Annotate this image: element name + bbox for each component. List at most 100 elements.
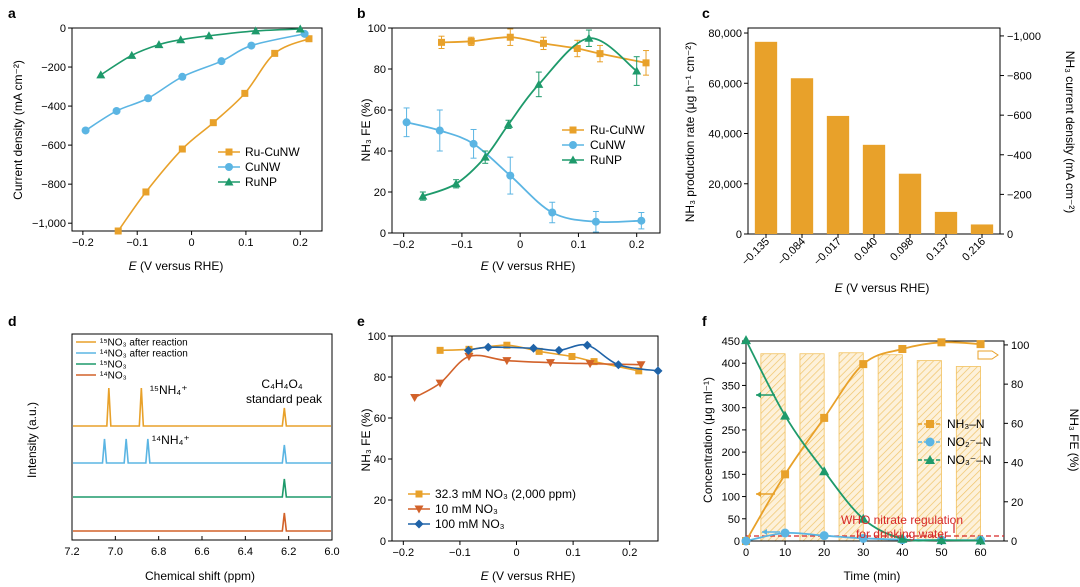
data-point-RuNP — [480, 152, 490, 161]
panel-d-xtick-label: 7.0 — [108, 546, 123, 558]
panel-c-ytick-label: 0 — [736, 229, 742, 241]
bar-−0.135 — [754, 41, 778, 234]
arrow-no2-to-left-axis-head — [762, 529, 767, 535]
legend-marker — [925, 455, 935, 464]
panel-e-frame — [391, 335, 659, 542]
legend-label: ¹⁴NO₃ after reaction — [100, 349, 188, 360]
legend-label: ¹⁵NO₃ after reaction — [100, 338, 188, 349]
data-point-NO₂⁻–N — [858, 533, 868, 543]
panel-f-ytick-label: 50 — [728, 514, 740, 526]
data-point-NO₂⁻–N — [780, 528, 790, 538]
panel-c-ylabel-right: NH₃ current density (mA cm⁻²) — [1063, 51, 1077, 214]
panel-f-xlabel: Time (min) — [844, 569, 901, 583]
panel-e-ytick-label: 20 — [374, 495, 386, 507]
data-point-CuNW — [144, 94, 153, 103]
panel-c-ytick-right-label: −400 — [1007, 150, 1032, 162]
panel-c-ytick-right-label: −800 — [1007, 71, 1032, 83]
panel-e-xtick-label: 0.1 — [565, 547, 580, 559]
data-point-CuNW — [637, 216, 646, 225]
panel-c-ytick-label: 80,000 — [708, 28, 742, 40]
panel-e-xtick-label: −0.1 — [449, 547, 471, 559]
panel-b-xtick-label: 0.2 — [629, 239, 644, 251]
panel-f-ytick-label: 350 — [722, 380, 740, 392]
legend-label: 100 mM NO₃ — [435, 517, 505, 531]
data-point-Ru-CuNW — [142, 188, 150, 196]
data-point-Ru-CuNW — [241, 89, 249, 97]
legend-marker — [225, 148, 233, 156]
data-point-32.3 mM NO₃ (2,000 ppm) — [503, 341, 511, 349]
data-point-CuNW — [591, 217, 600, 226]
data-point-CuNW — [548, 208, 557, 217]
panel-f-xtick-label: 50 — [935, 547, 947, 559]
panel-b-xtick-label: −0.1 — [451, 239, 473, 251]
panel-c-xtick-label: −0.135 — [740, 236, 772, 268]
panel-f-marks — [741, 335, 1004, 546]
data-point-CuNW — [112, 106, 121, 115]
nmr-trace-3 — [73, 478, 331, 498]
panel-f-ytick-label: 200 — [722, 447, 740, 459]
legend-label: RuNP — [590, 153, 622, 167]
panel-b-ytick-label: 20 — [374, 187, 386, 199]
data-point-Ru-CuNW — [271, 49, 279, 57]
panel-f-ytick-right-label: 100 — [1011, 340, 1029, 352]
panel-f-ytick-right-label: 0 — [1011, 536, 1017, 548]
fe-bar — [877, 354, 903, 542]
panel-c-ytick-label: 20,000 — [708, 179, 742, 191]
data-point-Ru-CuNW — [506, 33, 514, 41]
panel-d-xtick-label: 6.4 — [238, 546, 253, 558]
legend-marker — [414, 505, 424, 514]
panel-e-ytick-label: 0 — [380, 536, 386, 548]
data-point-NH₃–N — [937, 338, 946, 347]
panel-c-xtick-label: −0.084 — [776, 236, 808, 268]
panel-f-xtick-label: 60 — [974, 547, 986, 559]
legend-marker — [925, 437, 935, 447]
panel-f-xtick-label: 40 — [896, 547, 908, 559]
panel-e-ylabel: NH₃ FE (%) — [359, 409, 373, 472]
legend-label: Ru-CuNW — [245, 145, 300, 159]
nmr-trace-2 — [73, 438, 331, 464]
panel-f-ylabel-right: NH₃ FE (%) — [1067, 409, 1080, 472]
annotation-c4h4o4: C₄H₄O₄ — [261, 377, 302, 391]
panel-b-xtick-label: 0 — [517, 239, 523, 251]
series-line-RuNP — [422, 37, 638, 197]
panel-e-ytick-label: 40 — [374, 454, 386, 466]
panel-a-label: a — [8, 5, 16, 21]
data-point-100 mM NO₃ — [528, 343, 538, 353]
legend-label: ¹⁴NO₃ — [100, 371, 127, 382]
legend-label: CuNW — [245, 160, 281, 174]
data-point-100 mM NO₃ — [582, 340, 592, 350]
data-point-CuNW — [247, 41, 256, 50]
panel-d-ylabel: Intensity (a.u.) — [25, 402, 39, 478]
legend-label: NH₃–N — [947, 417, 985, 431]
data-point-Ru-CuNW — [467, 37, 475, 45]
data-point-CuNW — [402, 118, 411, 127]
panel-c-xlabel: E (V versus RHE) — [835, 281, 930, 295]
data-point-Ru-CuNW — [539, 39, 547, 47]
data-point-10 mM NO₃ — [464, 353, 474, 361]
legend-label: NO₃⁻–N — [947, 453, 992, 467]
panel-d-xtick-label: 6.8 — [151, 546, 166, 558]
data-point-RuNP — [632, 66, 642, 75]
annotation-standard-peak: standard peak — [246, 392, 323, 406]
data-point-NH₃–N — [820, 413, 829, 422]
panel-f-ytick-label: 300 — [722, 403, 740, 415]
panel-a-ytick-label: 0 — [60, 23, 66, 35]
panel-f-ytick-label: 100 — [722, 492, 740, 504]
bar-−0.017 — [826, 115, 850, 234]
panel-a-ytick-label: −200 — [41, 62, 66, 74]
legend-marker — [224, 177, 234, 186]
panel-f-ytick-right-label: 20 — [1011, 497, 1023, 509]
data-point-CuNW — [469, 139, 478, 148]
panel-a-xlabel: E (V versus RHE) — [129, 259, 224, 273]
data-point-32.3 mM NO₃ (2,000 ppm) — [535, 347, 543, 355]
panel-c-xtick-label: 0.137 — [924, 236, 952, 264]
panel-b-ytick-label: 0 — [380, 228, 386, 240]
series-line-100 mM NO₃ — [468, 343, 659, 372]
data-point-RuNP — [154, 40, 164, 49]
panel-e-xtick-label: 0 — [513, 547, 519, 559]
panel-b-ytick-label: 80 — [374, 64, 386, 76]
panel-f-ytick-label: 450 — [722, 336, 740, 348]
data-point-RuNP — [451, 179, 461, 188]
panel-a-ytick-label: −800 — [41, 179, 66, 191]
